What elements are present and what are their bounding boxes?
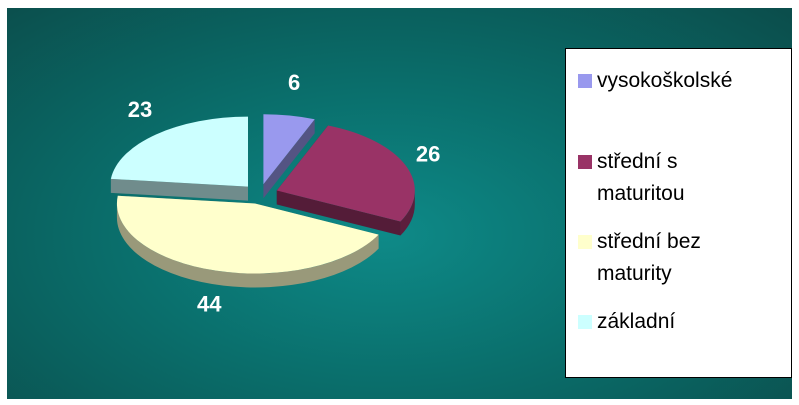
legend-swatch-vysokoskolske xyxy=(578,74,592,88)
chart-area: 6 26 44 23 vysokoškolské střední s maturito… xyxy=(7,8,792,399)
legend-label-line1: základní xyxy=(597,310,676,333)
pie-slice-stredni-s-maturitou xyxy=(276,125,415,222)
pie-chart: 6 26 44 23 xyxy=(110,70,441,316)
legend-label-zakladni: základní xyxy=(597,306,792,338)
slice-rim-stredni-bez-maturity xyxy=(116,203,379,288)
legend: vysokoškolské střední s maturitou středn… xyxy=(565,48,792,378)
legend-label-stredni-bez-maturity: střední bez maturity xyxy=(597,226,792,290)
slice-side-stredni-s-maturitou-1 xyxy=(276,190,401,236)
data-labels: 6 26 44 23 xyxy=(128,70,441,316)
data-label-zakladni: 23 xyxy=(128,97,152,122)
legend-label-line2: maturitou xyxy=(597,182,685,205)
legend-label-line2: maturity xyxy=(597,262,672,285)
legend-label-stredni-s-maturitou: střední s maturitou xyxy=(597,146,792,210)
legend-swatch-zakladni xyxy=(578,315,592,329)
pie-slice-vysokoskolske xyxy=(263,114,315,185)
legend-label-vysokoskolske: vysokoškolské xyxy=(597,65,792,97)
legend-label-line1: střední s xyxy=(597,150,678,173)
legend-label-line1: střední bez xyxy=(597,230,701,253)
slice-rim-stredni-s-maturitou xyxy=(400,190,415,236)
legend-label-line1: vysokoškolské xyxy=(597,69,733,92)
legend-swatch-stredni-bez-maturity xyxy=(578,235,592,249)
data-label-stredni-s-maturitou: 26 xyxy=(416,141,440,166)
data-label-stredni-bez-maturity: 44 xyxy=(197,291,222,316)
slice-side-zakladni-0 xyxy=(110,178,248,201)
pie-tops xyxy=(110,114,415,274)
pie-slice-stredni-bez-maturity xyxy=(116,195,379,274)
slice-side-vysokoskolske-1 xyxy=(263,119,315,199)
pie-slice-zakladni xyxy=(110,116,248,187)
legend-swatch-stredni-s-maturitou xyxy=(578,155,592,169)
data-label-vysokoskolske: 6 xyxy=(288,70,300,95)
